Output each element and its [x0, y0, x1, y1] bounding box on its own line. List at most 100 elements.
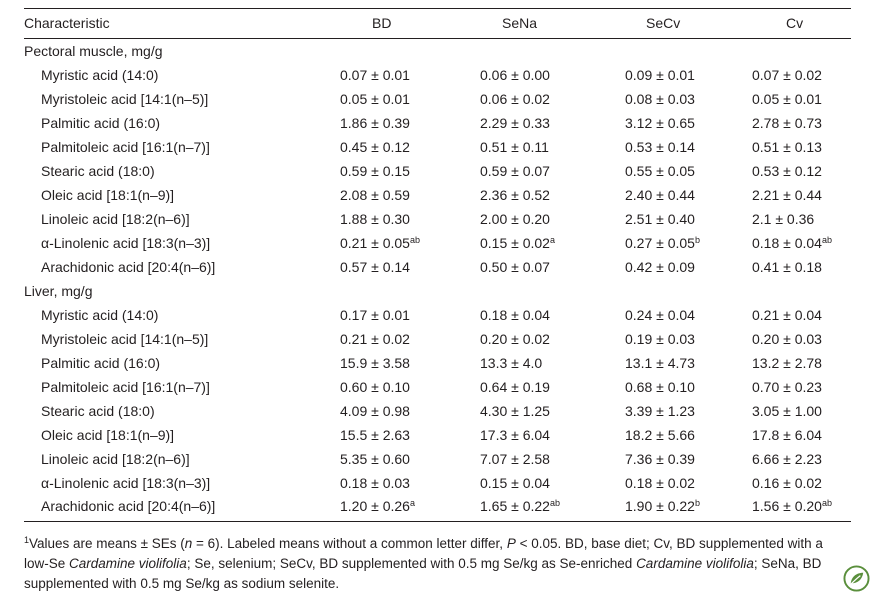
- data-row: Myristoleic acid [14:1(n–5)] 0.21 ± 0.02 0…: [24, 327, 851, 351]
- value-cell: 13.1 ± 4.73: [625, 355, 695, 371]
- value-cell: 0.45 ± 0.12: [340, 139, 410, 155]
- value-cell: 0.51 ± 0.11: [480, 139, 549, 155]
- data-row: Myristoleic acid [14:1(n–5)] 0.05 ± 0.01 0…: [24, 87, 851, 111]
- value-text: 1.56 ± 0.20: [752, 498, 822, 514]
- value-cell: 13.3 ± 4.0: [480, 355, 543, 371]
- value-text: 1.20 ± 0.26: [340, 498, 410, 514]
- header-row: Characteristic BD SeNa SeCv Cv: [24, 8, 851, 39]
- row-label: Palmitoleic acid [16:1(n–7)]: [41, 139, 210, 155]
- section-row: Pectoral muscle, mg/g: [24, 39, 851, 64]
- value-cell: 0.18 ± 0.04ab: [752, 231, 851, 255]
- row-label: Arachidonic acid [20:4(n–6)]: [41, 259, 216, 275]
- row-label: Linoleic acid [18:2(n–6)]: [41, 211, 190, 227]
- value-cell: 0.15 ± 0.02a: [480, 231, 625, 255]
- significance-letter: a: [549, 235, 555, 245]
- value-cell: 0.05 ± 0.01: [752, 91, 822, 107]
- footnote-text: Values are means ± SEs (: [29, 536, 185, 551]
- logo-icon: [843, 565, 870, 592]
- data-row: Palmitoleic acid [16:1(n–7)] 0.45 ± 0.12 0…: [24, 135, 851, 159]
- significance-letter: b: [694, 498, 700, 508]
- value-cell: 2.29 ± 0.33: [480, 115, 550, 131]
- value-cell: 0.18 ± 0.04: [480, 307, 550, 323]
- table-wrap: Characteristic BD SeNa SeCv Cv Pectoral musc…: [24, 8, 851, 522]
- value-cell: 2.78 ± 0.73: [752, 115, 822, 131]
- value-cell: 0.53 ± 0.12: [752, 163, 822, 179]
- value-cell: 2.21 ± 0.44: [752, 187, 822, 203]
- section-row: Liver, mg/g: [24, 279, 851, 303]
- value-cell: 0.21 ± 0.05ab: [340, 231, 480, 255]
- value-cell: 0.15 ± 0.04: [480, 475, 550, 491]
- column-header: Cv: [786, 15, 804, 31]
- row-label: Palmitoleic acid [16:1(n–7)]: [41, 379, 210, 395]
- footnote-italic: n: [184, 536, 193, 551]
- value-cell: 7.36 ± 0.39: [625, 451, 695, 467]
- data-row: Palmitic acid (16:0) 1.86 ± 0.39 2.29 ± 0.…: [24, 111, 851, 135]
- value-cell: 2.36 ± 0.52: [480, 187, 550, 203]
- data-row: Stearic acid (18:0) 0.59 ± 0.15 0.59 ± 0.0…: [24, 159, 851, 183]
- data-row: Linoleic acid [18:2(n–6)] 5.35 ± 0.60 7.07…: [24, 447, 851, 471]
- value-text: 0.15 ± 0.02: [480, 235, 550, 251]
- value-cell: 5.35 ± 0.60: [340, 451, 410, 467]
- value-cell: 3.39 ± 1.23: [625, 403, 695, 419]
- value-cell: 0.57 ± 0.14: [340, 259, 410, 275]
- value-cell: 0.19 ± 0.03: [625, 331, 695, 347]
- footnote-italic: Cardamine violifolia: [636, 556, 754, 571]
- data-row: Myristic acid (14:0) 0.17 ± 0.01 0.18 ± 0.…: [24, 303, 851, 327]
- column-header: SeCv: [646, 15, 681, 31]
- row-label: Myristoleic acid [14:1(n–5)]: [41, 91, 209, 107]
- value-cell: 1.65 ± 0.22ab: [480, 495, 625, 522]
- value-cell: 0.60 ± 0.10: [340, 379, 410, 395]
- data-row: Oleic acid [18:1(n–9)] 15.5 ± 2.63 17.3 ± …: [24, 423, 851, 447]
- value-cell: 0.59 ± 0.15: [340, 163, 410, 179]
- footnote-text: = 6). Labeled means without a common let…: [192, 536, 507, 551]
- value-cell: 17.8 ± 6.04: [752, 427, 822, 443]
- significance-letter: ab: [549, 498, 560, 508]
- value-cell: 0.16 ± 0.02: [752, 475, 822, 491]
- data-row: Arachidonic acid [20:4(n–6)] 0.57 ± 0.14 0…: [24, 255, 851, 279]
- table-body: Pectoral muscle, mg/g Myristic acid (14:0…: [24, 39, 851, 522]
- value-cell: 2.40 ± 0.44: [625, 187, 695, 203]
- value-cell: 0.18 ± 0.03: [340, 475, 410, 491]
- value-cell: 3.05 ± 1.00: [752, 403, 822, 419]
- value-cell: 0.59 ± 0.07: [480, 163, 550, 179]
- value-cell: 0.07 ± 0.02: [752, 67, 822, 83]
- row-label: Palmitic acid (16:0): [41, 115, 161, 131]
- data-row: Stearic acid (18:0) 4.09 ± 0.98 4.30 ± 1.2…: [24, 399, 851, 423]
- value-cell: 0.17 ± 0.01: [340, 307, 410, 323]
- value-text: 0.21 ± 0.05: [340, 235, 410, 251]
- row-label: Palmitic acid (16:0): [41, 355, 161, 371]
- value-cell: 1.20 ± 0.26a: [340, 495, 480, 522]
- column-header: Characteristic: [24, 15, 110, 31]
- value-cell: 0.06 ± 0.02: [480, 91, 550, 107]
- significance-letter: ab: [409, 235, 420, 245]
- data-row: Myristic acid (14:0) 0.07 ± 0.01 0.06 ± 0.…: [24, 63, 851, 87]
- row-label: Stearic acid (18:0): [41, 163, 155, 179]
- value-cell: 0.20 ± 0.03: [752, 331, 822, 347]
- value-cell: 4.30 ± 1.25: [480, 403, 550, 419]
- footnote: 1Values are means ± SEs (n = 6). Labeled…: [24, 534, 839, 594]
- value-text: 1.90 ± 0.22: [625, 498, 695, 514]
- footnote-text: ; Se, selenium; SeCv, BD supplemented wi…: [186, 556, 637, 571]
- value-cell: 0.08 ± 0.03: [625, 91, 695, 107]
- value-cell: 0.70 ± 0.23: [752, 379, 822, 395]
- value-cell: 18.2 ± 5.66: [625, 427, 695, 443]
- value-cell: 6.66 ± 2.23: [752, 451, 822, 467]
- value-cell: 3.12 ± 0.65: [625, 115, 695, 131]
- footnote-italic: P: [506, 536, 516, 551]
- footnote-text: ; SeNa, BD supplemented with 0.5 mg Se/k…: [24, 556, 822, 591]
- value-cell: 2.00 ± 0.20: [480, 211, 550, 227]
- data-row: Arachidonic acid [20:4(n–6)] 1.20 ± 0.26a…: [24, 495, 851, 522]
- value-cell: 17.3 ± 6.04: [480, 427, 550, 443]
- value-cell: 0.27 ± 0.05b: [625, 231, 752, 255]
- value-cell: 0.07 ± 0.01: [340, 67, 410, 83]
- data-row: Palmitoleic acid [16:1(n–7)] 0.60 ± 0.10 0…: [24, 375, 851, 399]
- value-cell: 0.18 ± 0.02: [625, 475, 695, 491]
- value-cell: 0.21 ± 0.04: [752, 307, 822, 323]
- column-header: BD: [372, 15, 392, 31]
- row-label: Myristoleic acid [14:1(n–5)]: [41, 331, 209, 347]
- value-cell: 1.86 ± 0.39: [340, 115, 410, 131]
- value-text: 1.65 ± 0.22: [480, 498, 550, 514]
- value-cell: 4.09 ± 0.98: [340, 403, 410, 419]
- value-cell: 2.1 ± 0.36: [752, 211, 815, 227]
